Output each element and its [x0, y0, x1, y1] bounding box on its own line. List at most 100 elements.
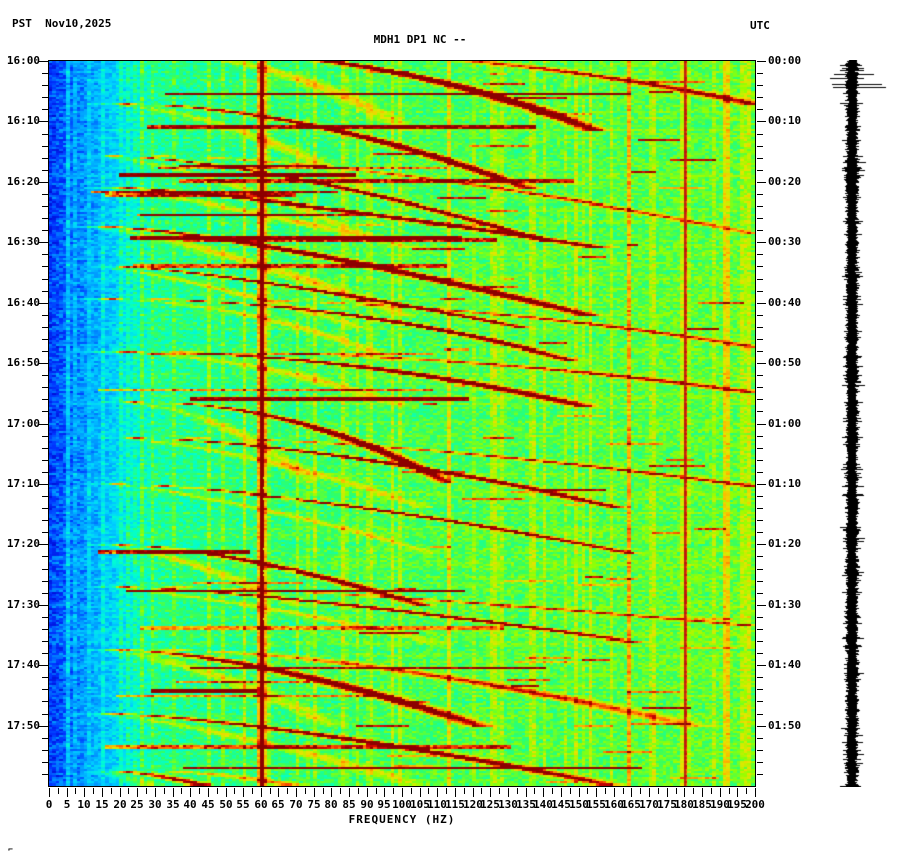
- left-axis-minor-tick: [42, 387, 48, 388]
- right-axis-time-label: 01:30: [768, 598, 802, 611]
- right-axis-minor-tick: [757, 617, 763, 618]
- right-axis-minor-tick: [757, 508, 763, 509]
- left-axis-minor-tick: [42, 750, 48, 751]
- right-axis-minor-tick: [757, 653, 763, 654]
- frequency-axis-major-tick: [526, 788, 527, 797]
- right-axis-minor-tick: [757, 315, 763, 316]
- frequency-axis-minor-tick: [658, 788, 659, 794]
- frequency-axis-minor-tick: [305, 788, 306, 794]
- frequency-axis-label: 60: [254, 798, 268, 811]
- left-axis-minor-tick: [42, 266, 48, 267]
- right-axis-minor-tick: [757, 701, 763, 702]
- frequency-axis-title: FREQUENCY (HZ): [348, 813, 456, 826]
- frequency-axis-minor-tick: [323, 788, 324, 794]
- left-axis-minor-tick: [42, 556, 48, 557]
- right-axis-major-tick: [757, 121, 766, 122]
- frequency-axis-label: 35: [166, 798, 180, 811]
- frequency-axis-minor-tick: [128, 788, 129, 794]
- frequency-axis-minor-tick: [446, 788, 447, 794]
- frequency-axis-major-tick: [208, 788, 209, 797]
- frequency-axis-major-tick: [402, 788, 403, 797]
- left-axis-minor-tick: [42, 206, 48, 207]
- frequency-axis-major-tick: [67, 788, 68, 797]
- seismogram-trace-panel: [828, 60, 894, 787]
- frequency-axis-label: 15: [95, 798, 109, 811]
- right-axis-minor-tick: [757, 170, 763, 171]
- frequency-axis-minor-tick: [676, 788, 677, 794]
- right-axis-minor-tick: [757, 327, 763, 328]
- frequency-axis-minor-tick: [746, 788, 747, 794]
- frequency-axis-label: 190: [710, 798, 730, 811]
- frequency-axis-label: 5: [63, 798, 71, 811]
- frequency-axis-label: 70: [289, 798, 303, 811]
- right-axis-major-tick: [757, 424, 766, 425]
- left-axis-minor-tick: [42, 73, 48, 74]
- left-axis-minor-tick: [42, 291, 48, 292]
- right-axis-minor-tick: [757, 569, 763, 570]
- left-axis-minor-tick: [42, 532, 48, 533]
- left-axis-time-label: 16:00: [6, 54, 40, 67]
- frequency-axis-label: 50: [219, 798, 233, 811]
- frequency-axis-major-tick: [702, 788, 703, 797]
- frequency-axis-minor-tick: [199, 788, 200, 794]
- left-axis-minor-tick: [42, 194, 48, 195]
- frequency-axis-minor-tick: [393, 788, 394, 794]
- header-utc-label: UTC: [750, 19, 770, 32]
- left-axis-minor-tick: [42, 641, 48, 642]
- left-axis-major-tick: [39, 363, 48, 364]
- left-axis-time-label: 16:40: [6, 296, 40, 309]
- left-axis-minor-tick: [42, 134, 48, 135]
- frequency-axis-minor-tick: [605, 788, 606, 794]
- left-axis-minor-tick: [42, 339, 48, 340]
- right-axis-time-label: 01:20: [768, 537, 802, 550]
- right-axis-minor-tick: [757, 254, 763, 255]
- frequency-axis-major-tick: [173, 788, 174, 797]
- frequency-axis-minor-tick: [146, 788, 147, 794]
- frequency-axis-label: 140: [533, 798, 553, 811]
- frequency-axis-label: 40: [183, 798, 197, 811]
- right-axis-major-tick: [757, 61, 766, 62]
- corner-mark: ⌐: [8, 845, 13, 854]
- left-axis-major-tick: [39, 424, 48, 425]
- left-axis-minor-tick: [42, 279, 48, 280]
- right-axis-minor-tick: [757, 714, 763, 715]
- frequency-axis-major-tick: [384, 788, 385, 797]
- left-axis-minor-tick: [42, 569, 48, 570]
- left-axis-minor-tick: [42, 97, 48, 98]
- left-axis-time-label: 17:00: [6, 417, 40, 430]
- right-axis-major-tick: [757, 665, 766, 666]
- right-axis-time-label: 00:00: [768, 54, 802, 67]
- right-axis-minor-tick: [757, 218, 763, 219]
- left-axis-minor-tick: [42, 774, 48, 775]
- left-axis-minor-tick: [42, 701, 48, 702]
- left-axis-minor-tick: [42, 581, 48, 582]
- right-axis-time-label: 00:20: [768, 175, 802, 188]
- right-axis-minor-tick: [757, 460, 763, 461]
- right-axis-minor-tick: [757, 206, 763, 207]
- spectrogram-plot[interactable]: [48, 60, 756, 787]
- right-axis-minor-tick: [757, 436, 763, 437]
- frequency-axis-label: 160: [604, 798, 624, 811]
- frequency-axis-label: 200: [745, 798, 765, 811]
- frequency-axis-major-tick: [543, 788, 544, 797]
- frequency-axis-major-tick: [755, 788, 756, 797]
- right-axis-major-tick: [757, 544, 766, 545]
- frequency-axis-label: 195: [727, 798, 747, 811]
- frequency-axis-minor-tick: [552, 788, 553, 794]
- header-timezone-date: PST Nov10,2025: [12, 17, 112, 30]
- frequency-axis-minor-tick: [481, 788, 482, 794]
- right-axis-minor-tick: [757, 448, 763, 449]
- left-axis-major-tick: [39, 182, 48, 183]
- left-axis-minor-tick: [42, 375, 48, 376]
- frequency-axis-label: 55: [236, 798, 250, 811]
- right-axis-minor-tick: [757, 291, 763, 292]
- frequency-axis-minor-tick: [181, 788, 182, 794]
- frequency-axis-major-tick: [684, 788, 685, 797]
- left-axis-time-label: 16:50: [6, 356, 40, 369]
- left-axis-minor-tick: [42, 146, 48, 147]
- frequency-axis-minor-tick: [711, 788, 712, 794]
- frequency-axis-major-tick: [296, 788, 297, 797]
- left-axis-minor-tick: [42, 327, 48, 328]
- left-axis-time-label: 16:20: [6, 175, 40, 188]
- left-axis-time-label: 17:50: [6, 719, 40, 732]
